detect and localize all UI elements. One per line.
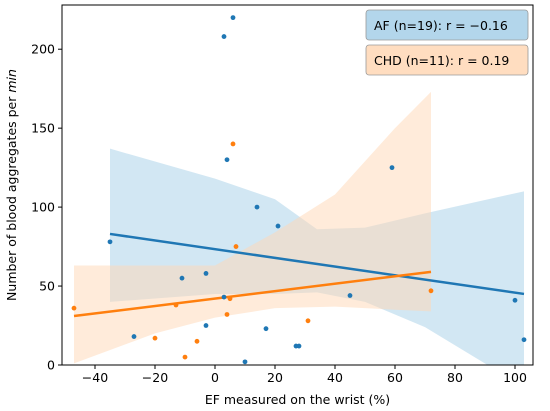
regression-line-1: [73, 270, 432, 318]
data-points: [71, 15, 527, 365]
y-axis-label: Number of blood aggregates per min: [4, 69, 19, 301]
legend-box-0: [365, 9, 529, 41]
data-point-s1-7: [230, 141, 236, 147]
data-point-s0-1: [131, 334, 137, 339]
data-point-s0-15: [347, 293, 353, 298]
data-point-s0-6: [221, 34, 227, 39]
y-tick-label: 0: [47, 358, 55, 373]
x-tick-label: 100: [503, 370, 527, 385]
data-point-s1-8: [233, 244, 239, 249]
data-point-s1-1: [152, 335, 158, 341]
confidence-bands: [74, 91, 524, 365]
legend: AF (n=19): r = −0.16 CHD (n=11): r = 0.19: [365, 9, 529, 76]
legend-label-1: CHD (n=11): r = 0.19: [374, 53, 509, 68]
data-point-s0-18: [521, 337, 527, 343]
y-tick-label: 100: [31, 200, 55, 215]
data-point-s0-9: [242, 359, 248, 365]
data-point-s0-3: [203, 271, 209, 276]
data-point-s1-0: [71, 305, 77, 311]
data-point-s0-5: [221, 294, 227, 300]
data-point-s0-12: [275, 223, 281, 229]
x-tick-label: 60: [387, 370, 403, 385]
data-point-s0-14: [296, 343, 302, 349]
data-point-s0-17: [512, 297, 518, 303]
data-point-s1-9: [305, 318, 311, 324]
x-axis-label: EF measured on the wrist (%): [205, 392, 390, 407]
data-point-s1-5: [224, 312, 230, 317]
data-point-s1-10: [428, 288, 434, 294]
data-point-s0-4: [203, 323, 209, 328]
plot-frame: [61, 4, 534, 366]
data-point-s0-11: [263, 326, 269, 332]
data-point-s0-2: [179, 275, 185, 281]
y-axis: 0 50 100 150 200: [31, 42, 62, 373]
x-tick-label: 80: [447, 370, 463, 385]
data-point-s1-3: [182, 354, 188, 360]
legend-label-0: AF (n=19): r = −0.16: [374, 18, 508, 33]
confidence-band-1: [74, 91, 431, 364]
legend-box-1: [365, 44, 529, 76]
data-point-s0-7: [224, 157, 230, 163]
data-point-s1-4: [194, 338, 200, 344]
x-tick-label: −40: [82, 370, 108, 385]
x-tick-label: −20: [142, 370, 168, 385]
data-point-s0-16: [389, 165, 395, 171]
data-point-s1-6: [227, 296, 233, 302]
y-tick-label: 50: [39, 279, 55, 294]
data-point-s0-10: [254, 204, 260, 210]
data-point-s0-0: [107, 239, 113, 245]
y-tick-label: 150: [31, 121, 55, 136]
regression-lines: [73, 232, 525, 318]
y-tick-label: 200: [31, 42, 55, 57]
regression-line-0: [109, 232, 525, 296]
data-point-s1-2: [173, 302, 179, 308]
data-point-s0-8: [230, 15, 236, 21]
x-tick-label: 20: [267, 370, 283, 385]
x-axis: −40 −20 0 20 40 60 80 100: [82, 365, 527, 385]
x-tick-label: 0: [211, 370, 219, 385]
x-tick-label: 40: [327, 370, 343, 385]
